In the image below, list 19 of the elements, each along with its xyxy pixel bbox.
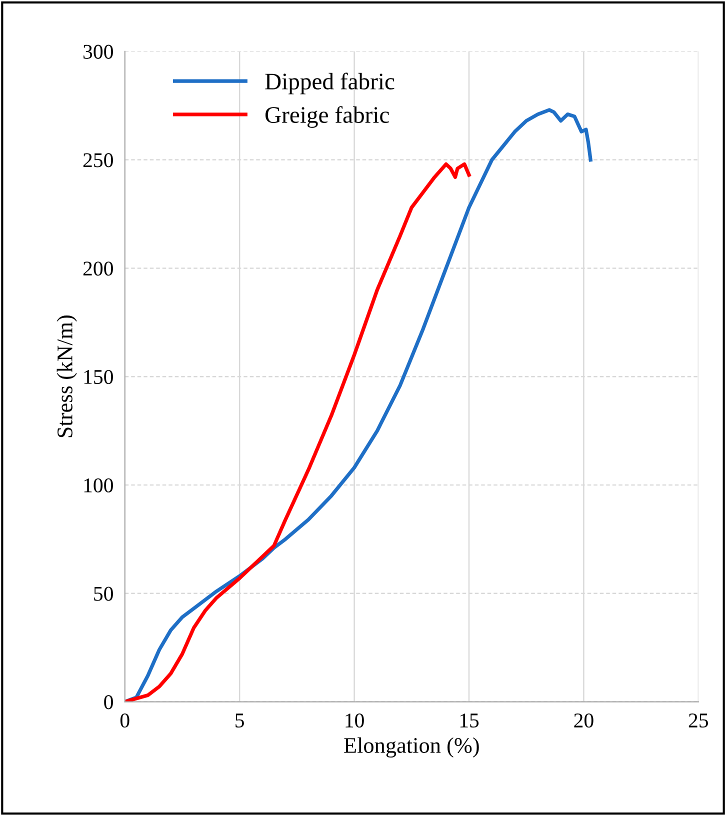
legend-label: Dipped fabric [265,72,394,94]
y-tick-label: 150 [84,370,113,384]
y-tick-label: 50 [94,586,113,601]
x-axis-title: Elongation (%) [344,737,479,758]
x-tick-label: 0 [120,713,130,728]
y-tick-label: 300 [84,44,113,59]
y-tick-label: 0 [104,695,113,710]
x-tick-label: 5 [236,714,244,728]
x-tick-label: 25 [688,714,708,728]
y-tick-label: 200 [83,262,113,276]
y-tick-label: 100 [84,478,113,492]
legend-label: Greige fabric [265,106,389,128]
x-tick-label: 10 [346,713,364,728]
y-tick-label: 250 [83,153,113,168]
x-tick-label: 20 [574,713,594,728]
line-series [124,162,471,702]
y-axis-title: Stress (kN/m) [56,316,77,438]
line-series [124,108,592,702]
x-tick-label: 15 [460,714,479,728]
